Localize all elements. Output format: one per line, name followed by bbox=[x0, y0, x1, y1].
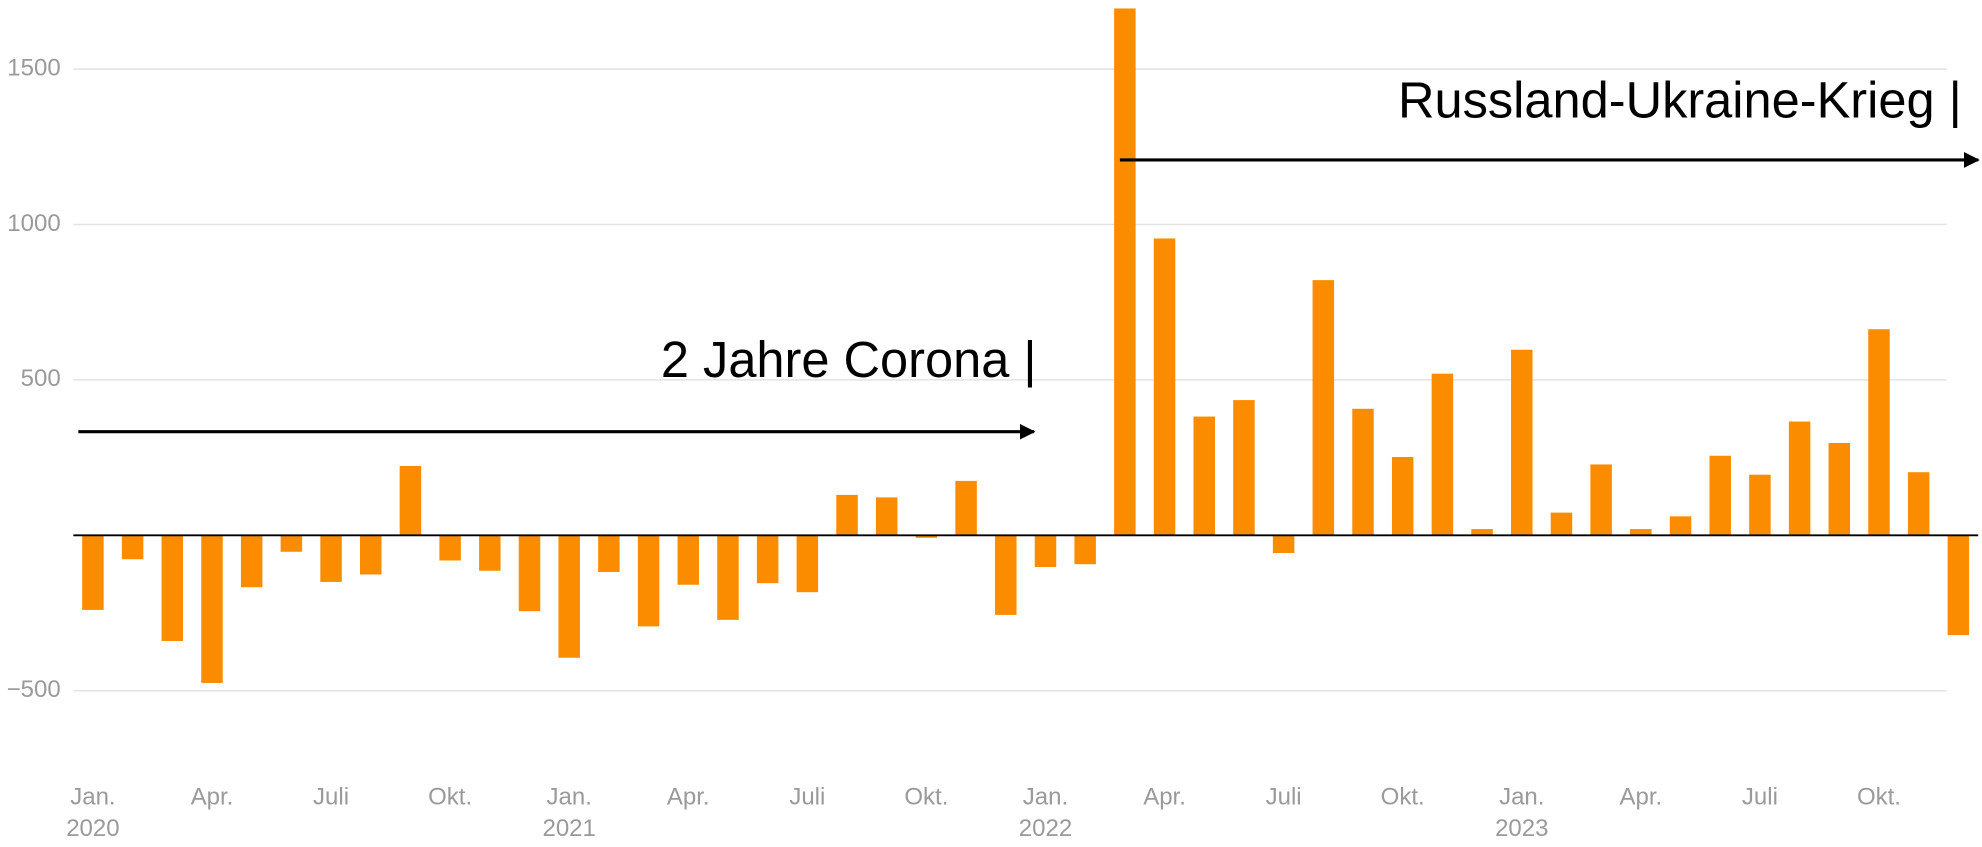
bar bbox=[518, 535, 541, 612]
x-tick-label: Apr. bbox=[1619, 784, 1662, 811]
x-tick-label: Juli bbox=[1266, 784, 1302, 811]
x-tick-label: Okt. bbox=[428, 784, 472, 811]
x-tick-label: Jan. 2021 bbox=[542, 784, 595, 843]
bar bbox=[1709, 455, 1731, 536]
bar bbox=[1669, 516, 1692, 536]
bar bbox=[320, 535, 342, 582]
bar bbox=[1034, 535, 1057, 568]
bar bbox=[1828, 442, 1851, 536]
x-tick-label: Jan. 2020 bbox=[66, 784, 119, 843]
x-tick-label: Apr. bbox=[191, 784, 234, 811]
bar bbox=[1193, 416, 1215, 536]
bar bbox=[756, 535, 779, 584]
bar bbox=[836, 494, 858, 536]
bar bbox=[1868, 329, 1890, 536]
bar bbox=[161, 535, 184, 641]
x-tick-label: Jan. 2022 bbox=[1019, 784, 1072, 843]
y-tick-label: −500 bbox=[7, 676, 61, 703]
x-tick-label: Juli bbox=[1742, 784, 1778, 811]
x-tick-label: Juli bbox=[789, 784, 825, 811]
bar bbox=[1788, 421, 1811, 536]
y-tick-label: 1000 bbox=[7, 210, 60, 237]
bar bbox=[1114, 8, 1136, 536]
bar bbox=[677, 535, 700, 585]
bar bbox=[280, 535, 303, 552]
bar bbox=[1947, 535, 1970, 636]
bar bbox=[1352, 408, 1374, 536]
bar bbox=[439, 535, 461, 561]
x-tick-label: Okt. bbox=[1381, 784, 1425, 811]
bar bbox=[1511, 349, 1533, 536]
bar bbox=[875, 497, 898, 536]
grid: −500 500 1000 1500 Jan. 2020 Apr. Juli Okt. Jan. 2… bbox=[7, 54, 1947, 842]
x-tick-label: Okt. bbox=[1857, 784, 1901, 811]
bar bbox=[1233, 400, 1255, 536]
x-tick-label: Jan. 2023 bbox=[1495, 784, 1548, 843]
bar bbox=[1630, 529, 1652, 536]
bar bbox=[1431, 373, 1454, 536]
bar bbox=[399, 465, 422, 536]
bar bbox=[598, 535, 620, 572]
bars bbox=[82, 8, 1970, 683]
bar bbox=[1550, 512, 1573, 536]
bar bbox=[1471, 529, 1493, 536]
bar bbox=[1272, 535, 1295, 554]
bar bbox=[1312, 280, 1335, 536]
bar bbox=[915, 535, 938, 538]
bar bbox=[1391, 456, 1414, 536]
y-tick-label: 1500 bbox=[7, 54, 60, 81]
bar bbox=[955, 480, 977, 536]
bar bbox=[1907, 472, 1930, 536]
bar bbox=[82, 535, 104, 610]
bar bbox=[717, 535, 739, 620]
bar bbox=[637, 535, 660, 627]
bar bbox=[479, 535, 501, 571]
bar bbox=[359, 535, 382, 575]
bar bbox=[201, 535, 223, 683]
x-tick-label: Apr. bbox=[667, 784, 710, 811]
bar bbox=[240, 535, 263, 588]
y-tick-label: 500 bbox=[21, 365, 61, 392]
bar bbox=[796, 535, 819, 593]
bar bbox=[1153, 238, 1176, 536]
annotation: 2 Jahre Corona | bbox=[661, 331, 1037, 388]
bar bbox=[1749, 474, 1771, 536]
x-tick-label: Juli bbox=[313, 784, 349, 811]
bar bbox=[1590, 464, 1612, 536]
bar bbox=[1074, 535, 1096, 565]
x-tick-label: Apr. bbox=[1143, 784, 1186, 811]
bar bbox=[995, 535, 1017, 615]
bar bbox=[121, 535, 144, 560]
annotation: Russland-Ukraine-Krieg | bbox=[1398, 72, 1962, 129]
x-tick-label: Okt. bbox=[904, 784, 948, 811]
bar bbox=[558, 535, 580, 658]
